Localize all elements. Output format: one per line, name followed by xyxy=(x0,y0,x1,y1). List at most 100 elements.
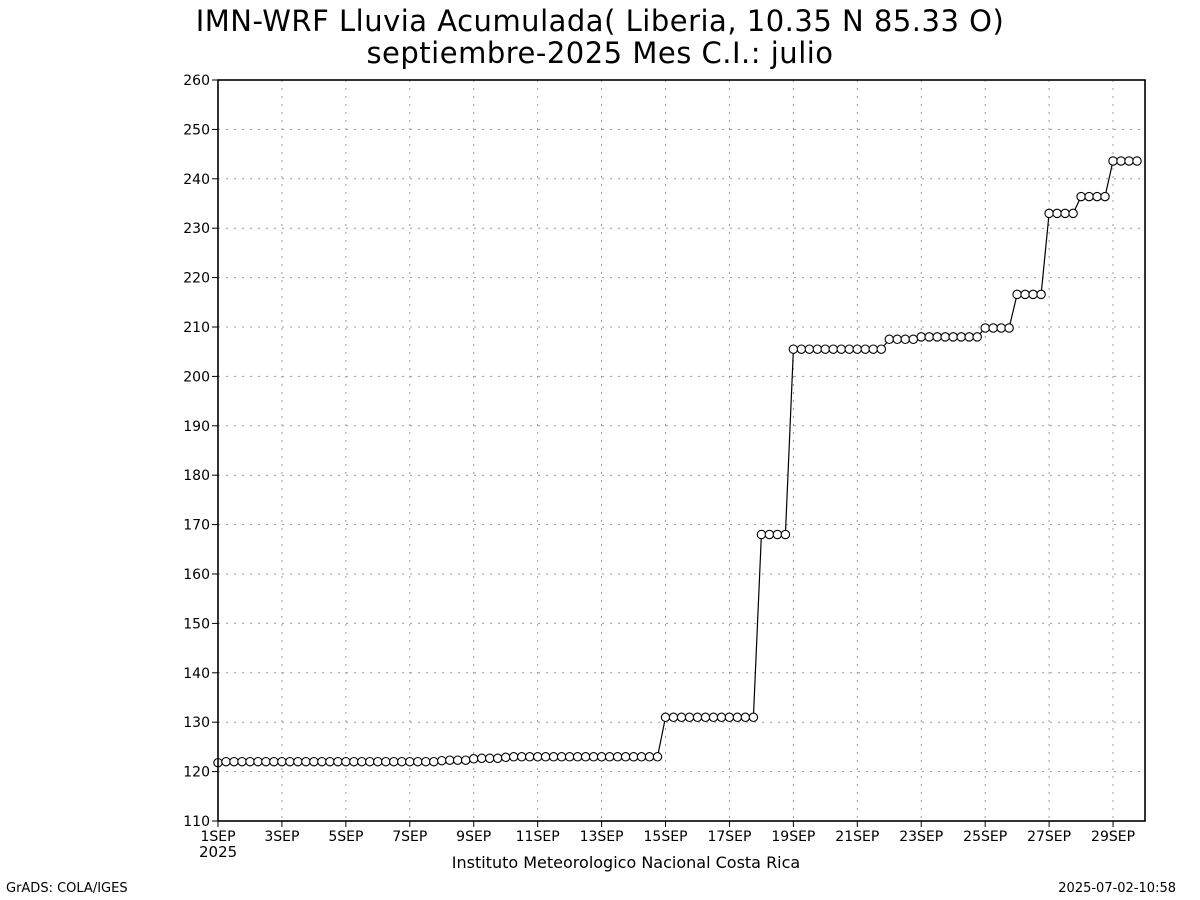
data-point xyxy=(908,334,919,345)
data-point xyxy=(397,756,407,767)
data-point xyxy=(636,752,647,762)
data-point xyxy=(492,753,503,764)
credit-text: GrADS: COLA/IGES xyxy=(6,881,128,896)
data-point xyxy=(1060,208,1070,219)
x-tick-label: 15SEP xyxy=(644,829,688,845)
data-point xyxy=(309,756,319,767)
data-point xyxy=(700,712,711,723)
x-tick-label: 7SEP xyxy=(392,829,427,845)
series-group xyxy=(213,156,1142,768)
data-point xyxy=(540,752,551,762)
data-point xyxy=(996,323,1006,333)
data-point xyxy=(516,752,527,762)
y-tick-label: 250 xyxy=(183,122,210,138)
x-tick-label: 13SEP xyxy=(580,829,624,845)
data-point xyxy=(628,752,639,762)
data-point xyxy=(756,529,767,540)
x-year-label: 2025 xyxy=(199,843,238,861)
data-point xyxy=(892,334,903,345)
data-point xyxy=(532,752,543,762)
y-tick-label: 240 xyxy=(183,172,210,188)
data-point xyxy=(804,344,815,354)
data-point xyxy=(413,756,423,767)
data-point xyxy=(1004,323,1014,333)
data-point xyxy=(620,752,631,762)
data-point xyxy=(237,756,247,767)
data-point xyxy=(612,752,623,762)
data-point xyxy=(1044,208,1054,219)
timestamp-text: 2025-07-02-10:58 xyxy=(1058,881,1176,896)
x-tick-label: 29SEP xyxy=(1091,829,1135,845)
data-point xyxy=(948,332,958,342)
x-tick-label: 9SEP xyxy=(456,829,491,845)
data-point xyxy=(476,753,487,764)
data-point xyxy=(708,712,719,723)
data-point xyxy=(548,752,559,762)
x-axis: 1SEP 3SEP 5SEP 7SEP 9SEP 11SEP 13SEP 15SEP 17SEP… xyxy=(200,821,1135,845)
data-point xyxy=(317,756,327,767)
y-tick-label: 130 xyxy=(183,715,210,731)
data-point xyxy=(269,756,279,767)
data-point xyxy=(1108,156,1118,166)
data-point xyxy=(956,332,966,342)
data-point xyxy=(277,756,287,767)
y-tick-label: 220 xyxy=(183,271,210,287)
x-tick-label: 1SEP xyxy=(200,829,235,845)
data-point xyxy=(980,323,990,333)
data-point xyxy=(524,752,535,762)
data-point xyxy=(916,332,926,342)
x-tick-label: 21SEP xyxy=(835,829,879,845)
data-point xyxy=(389,756,399,767)
data-point xyxy=(253,756,263,767)
y-tick-label: 140 xyxy=(183,666,210,682)
data-point xyxy=(285,756,295,767)
data-point xyxy=(660,712,671,723)
data-point xyxy=(1012,289,1022,300)
data-point xyxy=(564,752,575,762)
y-tick-label: 180 xyxy=(183,468,210,484)
data-point xyxy=(365,756,375,767)
data-point xyxy=(508,752,519,762)
data-point xyxy=(820,344,831,354)
data-point xyxy=(652,752,663,762)
data-point xyxy=(876,344,887,354)
data-point xyxy=(900,334,911,345)
chart-subtitle: septiembre-2025 Mes C.I.: julio xyxy=(366,36,834,70)
data-point xyxy=(788,344,799,354)
data-point xyxy=(596,752,607,762)
y-tick-label: 160 xyxy=(183,567,210,583)
data-point xyxy=(812,344,823,354)
data-point xyxy=(580,752,591,762)
data-point xyxy=(1084,191,1094,202)
data-point xyxy=(572,752,583,762)
x-tick-label: 25SEP xyxy=(963,829,1007,845)
y-tick-label: 260 xyxy=(183,73,210,89)
data-point xyxy=(341,756,351,767)
y-tick-label: 210 xyxy=(183,320,210,336)
data-point xyxy=(588,752,599,762)
data-point xyxy=(844,344,855,354)
data-point xyxy=(445,755,455,765)
data-point xyxy=(644,752,655,762)
data-point xyxy=(1116,156,1126,166)
y-tick-label: 230 xyxy=(183,221,210,237)
y-axis: 110 120 130 140 150 160 170 180 190 200 210 220 230 2… xyxy=(183,73,218,830)
data-point xyxy=(460,755,471,765)
data-point xyxy=(964,332,974,342)
grid-lines xyxy=(218,80,1145,821)
data-point xyxy=(780,529,791,540)
data-point xyxy=(325,756,335,767)
data-point xyxy=(988,323,998,333)
data-point xyxy=(1092,191,1102,202)
x-tick-label: 19SEP xyxy=(771,829,815,845)
data-point xyxy=(724,712,735,723)
data-point xyxy=(1068,208,1078,219)
data-point xyxy=(1076,191,1086,202)
data-point xyxy=(245,756,255,767)
data-point xyxy=(1132,156,1142,166)
data-point xyxy=(796,344,807,354)
data-point xyxy=(732,712,743,723)
data-point xyxy=(836,344,847,354)
data-point xyxy=(229,756,239,767)
